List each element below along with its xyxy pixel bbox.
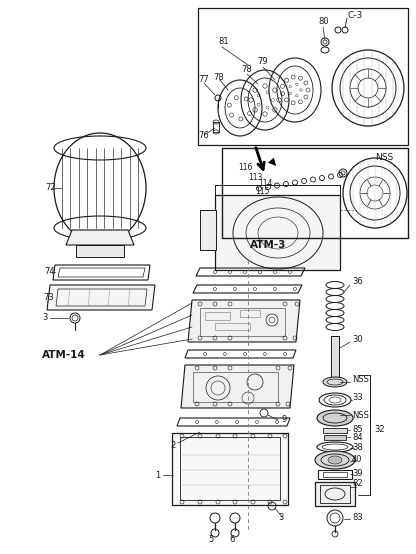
Text: 82: 82 bbox=[352, 480, 363, 489]
Polygon shape bbox=[47, 285, 155, 310]
Text: 3: 3 bbox=[278, 514, 283, 522]
Text: NSS: NSS bbox=[352, 411, 369, 419]
Text: 40: 40 bbox=[352, 455, 362, 464]
Bar bbox=[200, 308, 285, 336]
Text: ATM-14: ATM-14 bbox=[42, 350, 86, 360]
Text: 9: 9 bbox=[282, 416, 287, 424]
Text: 5: 5 bbox=[208, 536, 213, 545]
Text: 38: 38 bbox=[352, 443, 363, 452]
Bar bbox=[324, 435, 346, 440]
Text: 6: 6 bbox=[229, 536, 234, 545]
Text: 76: 76 bbox=[198, 131, 209, 140]
Text: 39: 39 bbox=[352, 469, 363, 479]
Text: 114: 114 bbox=[258, 178, 272, 187]
Bar bbox=[315, 482, 355, 506]
Polygon shape bbox=[188, 300, 300, 342]
Text: 1: 1 bbox=[155, 470, 160, 480]
Bar bbox=[193, 372, 278, 402]
Polygon shape bbox=[66, 230, 134, 245]
Bar bbox=[318, 470, 352, 479]
Text: 80: 80 bbox=[318, 18, 329, 27]
Bar bbox=[198, 8, 408, 145]
Bar bbox=[205, 312, 230, 320]
Bar bbox=[76, 245, 124, 257]
Text: 30: 30 bbox=[352, 336, 363, 345]
Polygon shape bbox=[172, 433, 288, 505]
Bar bbox=[331, 336, 339, 378]
Text: 3: 3 bbox=[42, 314, 47, 322]
Ellipse shape bbox=[328, 456, 342, 464]
Bar bbox=[323, 472, 347, 477]
Text: 32: 32 bbox=[374, 425, 385, 434]
Text: 77: 77 bbox=[198, 75, 209, 85]
Text: 115: 115 bbox=[255, 187, 270, 197]
Bar bbox=[323, 428, 347, 433]
Text: ATM-3: ATM-3 bbox=[250, 240, 286, 250]
Bar bbox=[320, 485, 350, 503]
Text: 79: 79 bbox=[257, 58, 267, 66]
Polygon shape bbox=[215, 195, 340, 270]
Text: C-3: C-3 bbox=[348, 12, 363, 20]
Text: 83: 83 bbox=[352, 514, 363, 522]
Ellipse shape bbox=[323, 377, 347, 387]
Text: 81: 81 bbox=[218, 38, 229, 47]
Text: NSS: NSS bbox=[352, 376, 369, 384]
Ellipse shape bbox=[317, 410, 353, 426]
Text: 2: 2 bbox=[170, 440, 175, 449]
Bar bbox=[213, 122, 219, 132]
Text: 85: 85 bbox=[352, 425, 363, 434]
Bar bbox=[215, 323, 250, 330]
Bar bbox=[222, 148, 408, 238]
Text: 113: 113 bbox=[248, 172, 262, 182]
Text: 74: 74 bbox=[44, 268, 54, 276]
Text: 78: 78 bbox=[213, 74, 224, 83]
Polygon shape bbox=[181, 365, 294, 408]
Text: NSS: NSS bbox=[375, 153, 393, 162]
Ellipse shape bbox=[315, 451, 355, 469]
Text: 116: 116 bbox=[238, 163, 253, 172]
Text: 73: 73 bbox=[43, 293, 54, 301]
Bar bbox=[200, 210, 216, 250]
Text: 72: 72 bbox=[45, 183, 56, 192]
Text: 33: 33 bbox=[352, 393, 363, 403]
Text: 36: 36 bbox=[352, 278, 363, 286]
Bar bbox=[240, 310, 260, 317]
Text: 84: 84 bbox=[352, 433, 363, 442]
Text: 78: 78 bbox=[241, 65, 252, 74]
